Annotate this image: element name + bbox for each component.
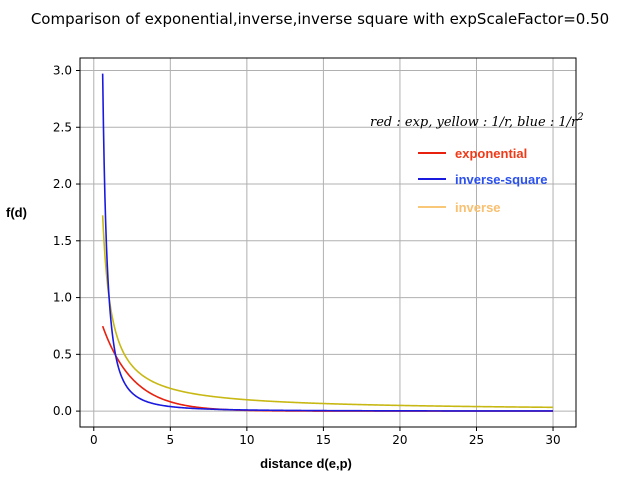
y-tick-label: 1.5 <box>53 234 72 248</box>
y-tick-label: 3.0 <box>53 63 72 77</box>
chart-title: Comparison of exponential,inverse,invers… <box>31 10 609 28</box>
y-tick-label: 0.0 <box>53 404 72 418</box>
legend-label: inverse-square <box>455 172 548 187</box>
x-tick-label: 0 <box>90 433 98 447</box>
legend-label: exponential <box>455 146 527 161</box>
color-key-annotation: red : exp, yellow : 1/r, blue : 1/r2 <box>370 112 584 130</box>
series-layer <box>101 73 554 412</box>
series-line-inverse-square <box>101 73 554 412</box>
annotation-text: red : exp, yellow : 1/r, blue : 1/r <box>370 115 578 130</box>
x-tick-label: 30 <box>545 433 560 447</box>
x-tick-label: 5 <box>167 433 175 447</box>
x-tick-label: 10 <box>239 433 254 447</box>
y-tick-label: 2.5 <box>53 120 72 134</box>
annotation-superscript: 2 <box>576 112 583 123</box>
y-tick-label: 0.5 <box>53 347 72 361</box>
legend: exponential inverse-square inverse <box>418 146 548 215</box>
x-tick-label: 20 <box>392 433 407 447</box>
y-axis-label: f(d) <box>6 205 27 220</box>
ticks: 0 5 10 15 20 25 30 0.0 0.5 1.0 1.5 2.0 2.5 3.0 <box>53 63 561 447</box>
grid <box>80 58 576 427</box>
x-tick-label: 15 <box>316 433 331 447</box>
y-tick-label: 1.0 <box>53 291 72 305</box>
series-line-inverse <box>101 215 554 409</box>
x-axis-label: distance d(e,p) <box>260 456 352 471</box>
plot-frame <box>79 57 577 428</box>
x-tick-label: 25 <box>469 433 484 447</box>
y-tick-label: 2.0 <box>53 177 72 191</box>
legend-label: inverse <box>455 200 501 215</box>
